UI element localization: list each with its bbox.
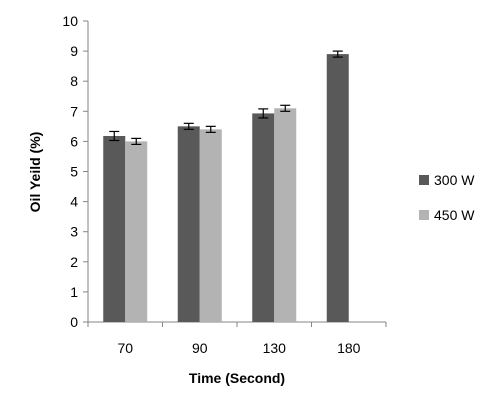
bar-series-1 bbox=[177, 126, 200, 322]
y-tick-label: 6 bbox=[70, 133, 78, 149]
y-tick-label: 9 bbox=[70, 43, 78, 59]
y-tick-label: 8 bbox=[70, 73, 78, 89]
bar-series-2 bbox=[199, 129, 222, 322]
legend: 300 W 450 W bbox=[419, 172, 475, 223]
legend-swatch bbox=[419, 210, 429, 220]
bar-series-1 bbox=[326, 54, 349, 323]
y-tick-label: 3 bbox=[70, 224, 78, 240]
x-tick-label: 90 bbox=[192, 340, 208, 356]
y-tick-label: 5 bbox=[70, 164, 78, 180]
legend-label: 450 W bbox=[434, 207, 475, 223]
y-tick-label: 4 bbox=[70, 194, 78, 210]
x-tick-label: 70 bbox=[117, 340, 133, 356]
y-axis-title: Oil Yeild (%) bbox=[27, 132, 43, 213]
y-tick-label: 7 bbox=[70, 103, 78, 119]
x-axis-title: Time (Second) bbox=[189, 370, 285, 386]
bar-series-1 bbox=[103, 135, 126, 322]
y-tick-label: 10 bbox=[62, 13, 78, 29]
x-tick-label: 180 bbox=[337, 340, 361, 356]
bar-series-2 bbox=[125, 141, 148, 322]
y-tick-label: 1 bbox=[70, 284, 78, 300]
y-tick-label: 0 bbox=[70, 314, 78, 330]
y-tick-label: 2 bbox=[70, 254, 78, 270]
plot-area: 0 1 2 3 4 5 6 7 8 9 10 70 90 130 180 bbox=[62, 13, 387, 356]
legend-label: 300 W bbox=[434, 172, 475, 188]
x-tick-label: 130 bbox=[263, 340, 287, 356]
bar-series-2 bbox=[274, 108, 297, 322]
bar-series-1 bbox=[252, 113, 275, 322]
legend-swatch bbox=[419, 175, 429, 185]
